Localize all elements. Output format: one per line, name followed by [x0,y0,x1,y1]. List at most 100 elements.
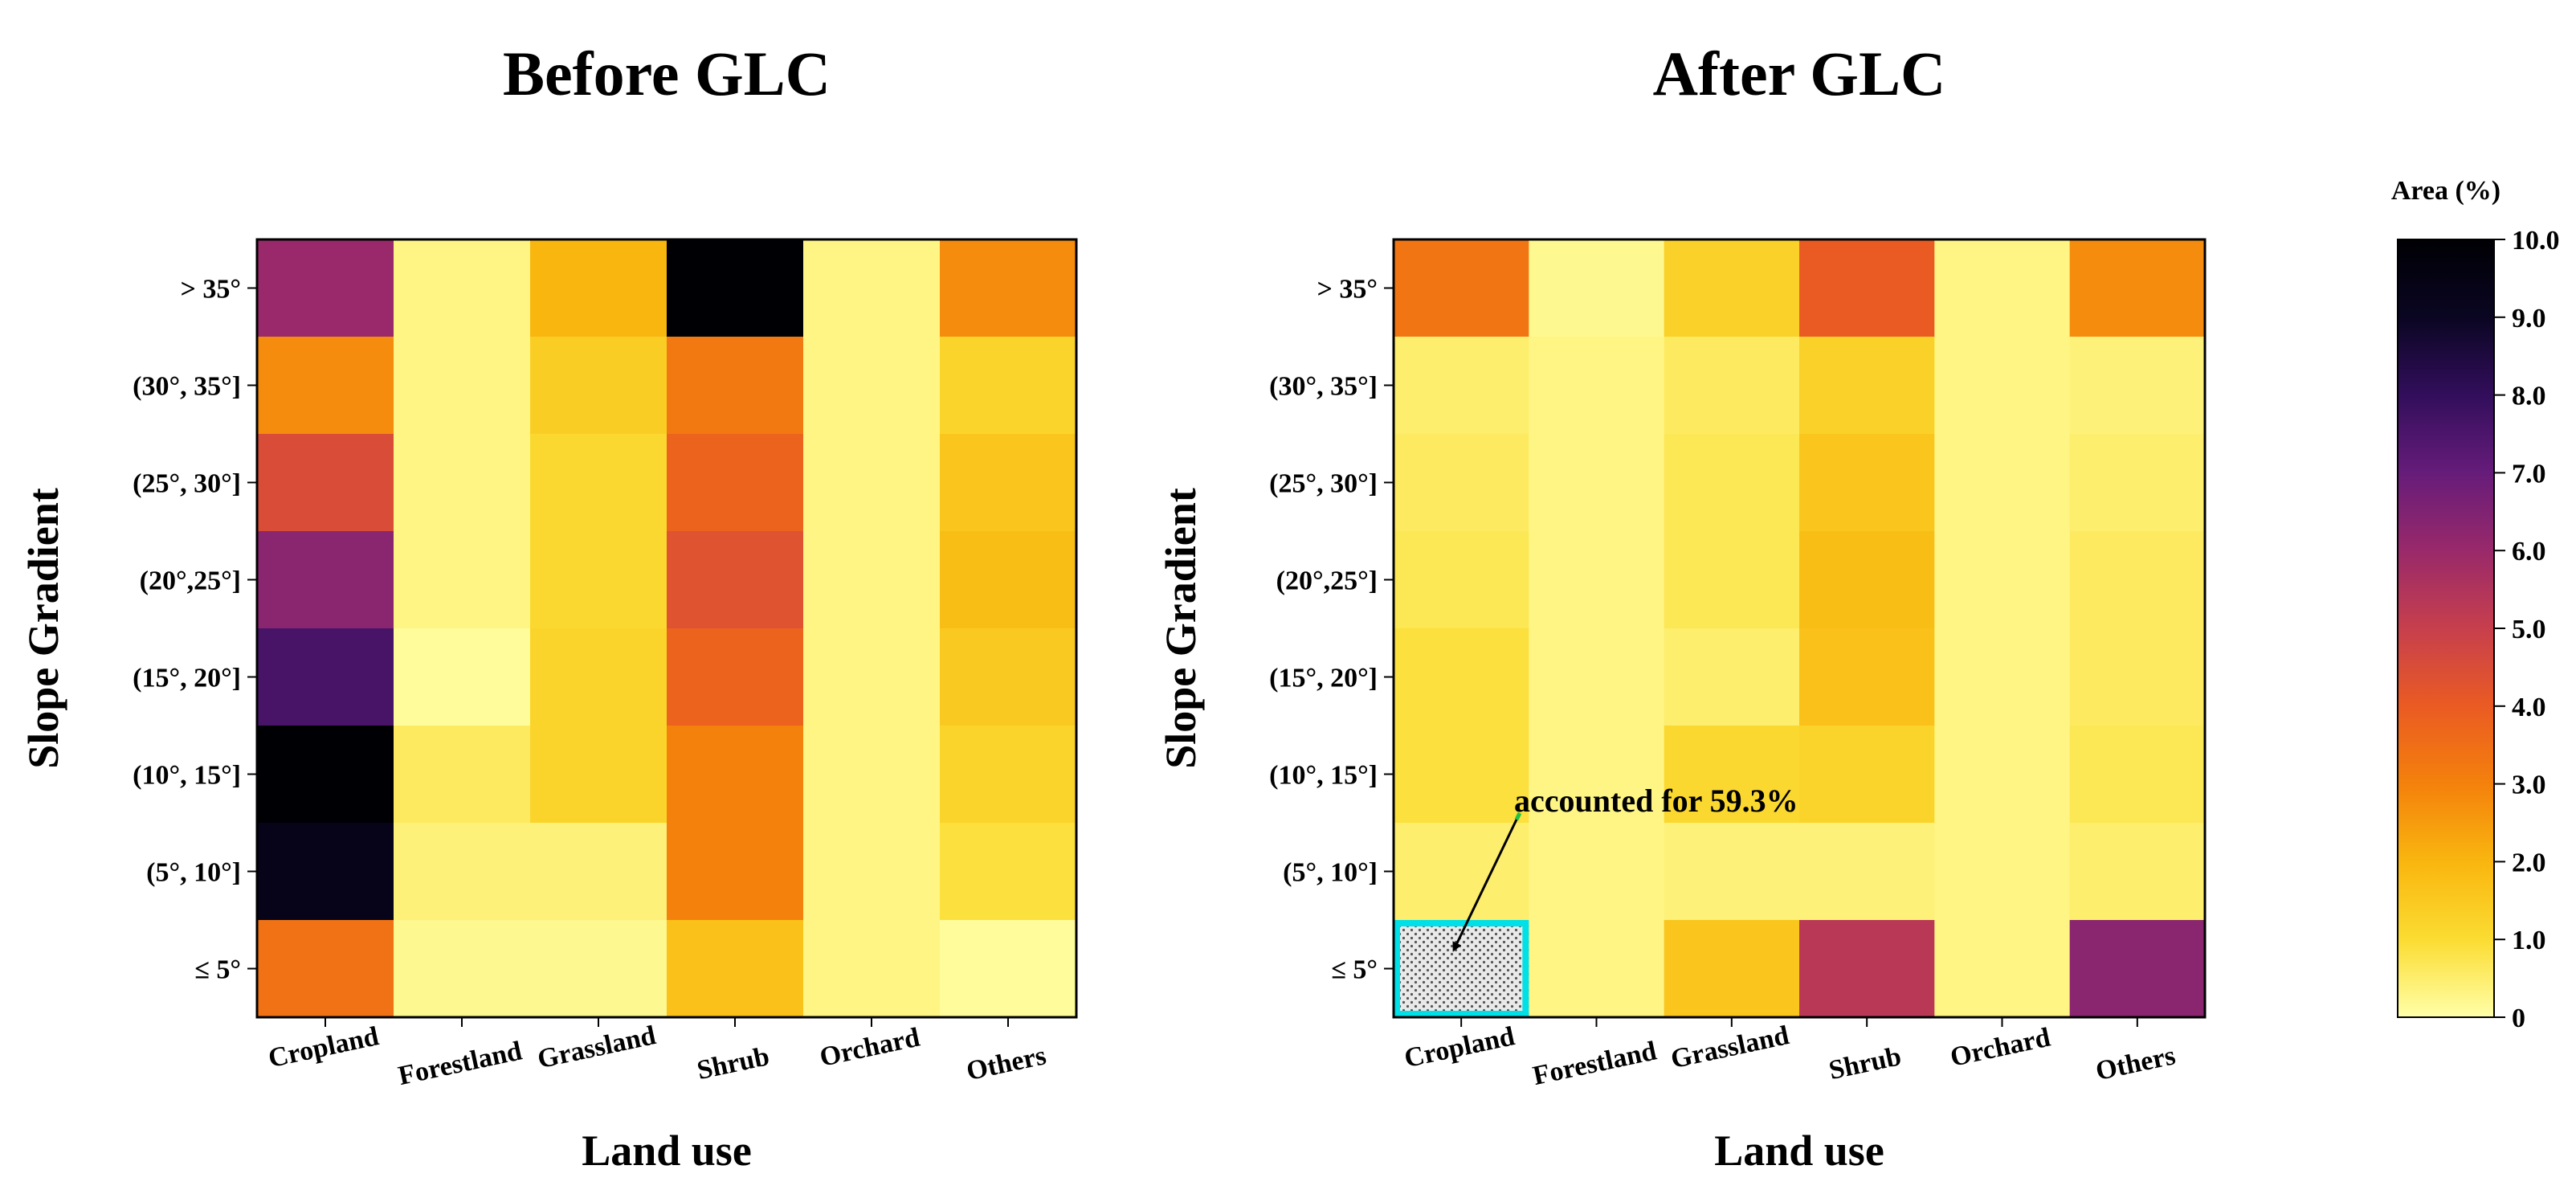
colorbar-tick-label: 5.0 [2512,615,2546,644]
heatmap-cell [2069,823,2206,921]
heatmap-cell [530,823,667,921]
y-tick-label: ≤ 5° [194,955,241,985]
annotation-arrow [1452,819,1518,952]
heatmap-cell [2069,726,2206,824]
x-tick-label: Forestland [396,1036,525,1091]
annotation-text: accounted for 59.3% [1514,783,1798,819]
heatmap-cell [803,823,941,921]
colorbar-tick-label: 4.0 [2512,693,2546,722]
heatmap-cell [940,823,1077,921]
heatmap-cell [667,726,804,824]
heatmap-cell [1799,239,1935,337]
y-tick-label: ≤ 5° [1331,955,1378,985]
heatmap-cell [1529,628,1665,726]
heatmap-cell [257,726,394,824]
heatmap-cell [940,337,1077,435]
y-tick-label: (20°,25°] [140,566,241,596]
heatmap-cell [1799,823,1935,921]
y-tick-labels: > 35° (30°, 35°] (25°, 30°] (20°,25°] (15°, … [1269,275,1394,985]
heatmap-cell [1799,628,1935,726]
x-tick-label: Cropland [266,1021,382,1073]
heatmap-cell [1394,628,1529,726]
heatmap-cell [667,823,804,921]
heatmap-cell [1529,531,1665,629]
y-tick-label: (15°, 20°] [1269,664,1378,693]
highlighted-cell-border [1394,920,1529,1017]
x-tick-label: Forestland [1530,1036,1659,1091]
heatmap-cell [2069,628,2206,726]
heatmap-cell [530,434,667,532]
heatmap-cell [394,239,531,337]
heatmap-cell [1394,337,1529,435]
colorbar-tick-label: 7.0 [2512,459,2546,489]
heatmap-cell [257,531,394,629]
x-tick-label: Orchard [1948,1023,2053,1073]
heatmap-cell [940,628,1077,726]
x-tick-label: Shrub [695,1041,772,1086]
heatmap-cells [257,239,1077,1018]
heatmap-cell [1529,920,1665,1018]
heatmap-cell [394,337,531,435]
heatmap-cell [803,920,941,1018]
heatmap-cell [803,434,941,532]
heatmap-cell [2069,920,2206,1018]
colorbar-title: Area (%) [2391,176,2500,206]
x-tick-labels: Cropland Forestland Grassland Shrub Orchard O… [1402,1017,2178,1091]
x-tick-labels: Cropland Forestland Grassland Shrub Orchard O… [266,1017,1049,1091]
heatmap-cell [1664,628,1800,726]
colorbar-tick-label: 1.0 [2512,926,2546,955]
y-tick-label: (30°, 35°] [1269,372,1378,402]
x-tick-label: Cropland [1402,1021,1517,1073]
colorbar-tick-label: 8.0 [2512,382,2546,411]
heatmap-cell [1934,920,2071,1018]
y-tick-label: > 35° [181,275,241,305]
heatmap-cell [667,239,804,337]
y-tick-label: (20°,25°] [1276,566,1378,596]
heatmap-cell [940,726,1077,824]
heatmap-cell [257,920,394,1018]
x-tick-label: Grassland [1668,1020,1792,1074]
after-glc-heatmap: After GLC > 35° (30°, 35°] (25°, 30°] (20°,… [1157,39,2207,1175]
x-tick-label: Others [964,1041,1049,1086]
before-glc-heatmap: Before GLC > 35° (30°, 35°] (25°, 30°] (20°… [19,39,1078,1175]
plot-frame [1392,238,2207,1019]
heatmap-cell [394,823,531,921]
heatmap-cell [257,628,394,726]
heatmap-cell [1529,337,1665,435]
colorbar-tick-label: 10.0 [2512,226,2560,256]
heatmap-cell [1799,920,1935,1018]
heatmap-cell [1934,823,2071,921]
colorbar-tick-label: 3.0 [2512,771,2546,800]
heatmap-cell [1664,531,1800,629]
heatmap-cell [1664,239,1800,337]
heatmap-cell [2069,337,2206,435]
chart-title: After GLC [1653,39,1946,108]
y-axis-title: Slope Gradient [19,488,67,769]
heatmap-cell [667,628,804,726]
heatmap-cell [1394,726,1529,824]
heatmap-cell [1664,434,1800,532]
heatmap-cells [1394,239,2206,1018]
heatmap-cell [394,920,531,1018]
heatmap-cell [257,823,394,921]
y-tick-labels: > 35° (30°, 35°] (25°, 30°] (20°,25°] (15°, … [133,275,257,985]
colorbar-tick-label: 6.0 [2512,537,2546,566]
annotation-arrow-tail [1514,812,1522,821]
heatmap-cell [530,726,667,824]
heatmap-cell [803,337,941,435]
y-axis-title: Slope Gradient [1157,488,1205,769]
y-tick-label: (25°, 30°] [1269,469,1378,499]
heatmap-cell [257,337,394,435]
y-tick-label: (5°, 10°] [146,858,241,888]
heatmap-cell [803,628,941,726]
heatmap-cell [1799,726,1935,824]
heatmap-cell [530,239,667,337]
heatmap-cell [1529,239,1665,337]
heatmap-cell [257,434,394,532]
y-tick-label: > 35° [1317,275,1378,305]
heatmap-cell [1799,434,1935,532]
heatmap-cell [394,434,531,532]
heatmap-cell [530,337,667,435]
heatmap-cell [1394,531,1529,629]
heatmap-cell [1934,239,2071,337]
